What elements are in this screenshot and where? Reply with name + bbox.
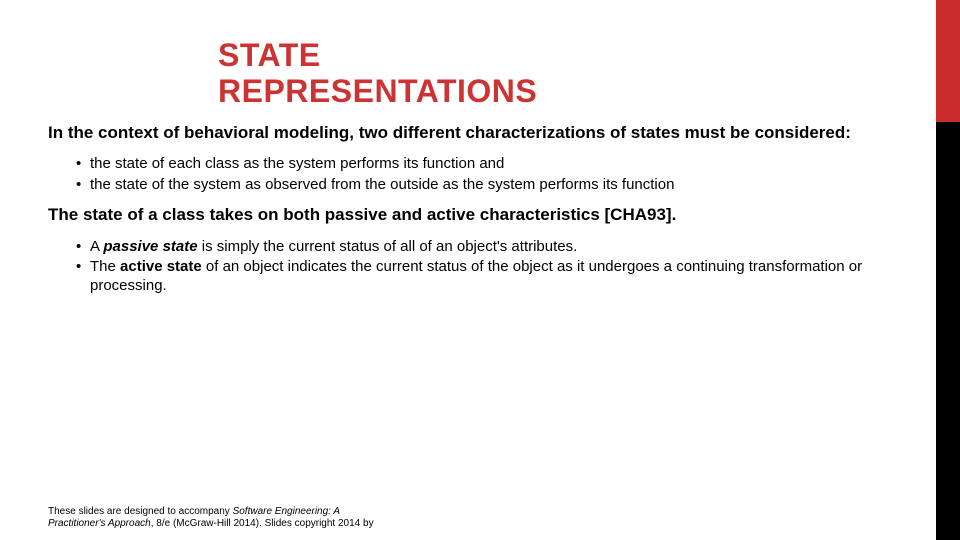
- em-text: active state: [120, 258, 202, 275]
- text: The: [90, 258, 120, 275]
- subhead-text: The state of a class takes on both passi…: [48, 204, 912, 225]
- em-text: Software Engineering: A: [233, 506, 340, 517]
- list-item: The active state of an object indicates …: [76, 258, 912, 296]
- accent-bar-red: [936, 0, 960, 122]
- slide-title: STATE REPRESENTATIONS: [218, 38, 912, 110]
- slide: STATE REPRESENTATIONS In the context of …: [0, 0, 960, 540]
- text: , 8/e (McGraw-Hill 2014). Slides copyrig…: [151, 518, 374, 529]
- list-item: the state of each class as the system pe…: [76, 155, 912, 174]
- accent-bar-black: [936, 122, 960, 540]
- text: A: [90, 238, 103, 255]
- bullet-list-b: A passive state is simply the current st…: [48, 238, 912, 296]
- list-item: the state of the system as observed from…: [76, 176, 912, 195]
- text: of an object indicates the current statu…: [90, 258, 862, 294]
- em-text: Practitioner's Approach: [48, 518, 151, 529]
- title-line-1: STATE: [218, 37, 321, 73]
- page-number: 72: [944, 522, 956, 534]
- bullet-list-a: the state of each class as the system pe…: [48, 155, 912, 195]
- footer-attribution: These slides are designed to accompany S…: [48, 506, 374, 530]
- intro-text: In the context of behavioral modeling, t…: [48, 122, 912, 143]
- em-text: passive state: [103, 238, 197, 255]
- text: is simply the current status of all of a…: [198, 238, 578, 255]
- text: These slides are designed to accompany: [48, 506, 233, 517]
- list-item: A passive state is simply the current st…: [76, 238, 912, 257]
- title-line-2: REPRESENTATIONS: [218, 73, 537, 109]
